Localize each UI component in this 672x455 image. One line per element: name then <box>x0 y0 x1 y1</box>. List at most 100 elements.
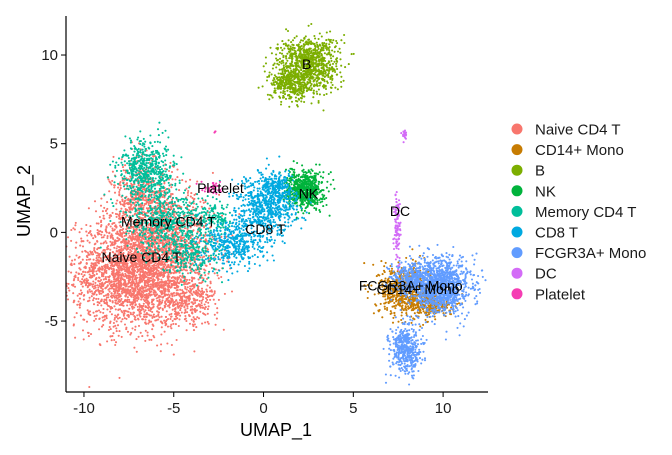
point <box>130 204 133 207</box>
point <box>200 299 203 302</box>
point <box>127 277 130 280</box>
point <box>112 321 115 325</box>
point <box>115 202 118 205</box>
point <box>148 338 151 341</box>
point <box>139 331 142 334</box>
point <box>79 244 82 247</box>
point <box>143 283 146 286</box>
point <box>119 287 123 290</box>
point <box>116 237 119 240</box>
point <box>122 210 125 213</box>
point <box>97 256 100 259</box>
point <box>127 314 130 317</box>
point <box>138 238 141 241</box>
point <box>170 312 173 315</box>
point <box>123 317 126 320</box>
point <box>91 274 94 277</box>
point <box>138 276 141 279</box>
point <box>118 237 121 241</box>
point <box>111 227 114 230</box>
point <box>186 278 189 281</box>
point <box>211 171 214 174</box>
point <box>85 258 88 261</box>
point <box>388 297 391 300</box>
point <box>123 299 127 302</box>
point <box>95 222 98 225</box>
point <box>205 290 209 293</box>
point <box>230 290 234 293</box>
point <box>195 289 198 292</box>
point <box>120 269 123 272</box>
point <box>167 273 170 276</box>
point <box>393 314 396 317</box>
point <box>139 273 142 276</box>
point <box>133 283 136 286</box>
point <box>190 301 193 304</box>
point <box>117 186 120 189</box>
point <box>109 320 112 323</box>
point <box>173 307 176 310</box>
point <box>100 304 103 307</box>
point <box>106 303 109 306</box>
point <box>101 265 104 269</box>
point <box>206 298 209 301</box>
point <box>187 189 190 193</box>
point <box>92 311 95 314</box>
point <box>127 282 130 285</box>
point <box>204 306 207 309</box>
point <box>178 304 181 307</box>
point <box>152 305 155 308</box>
point <box>75 312 78 315</box>
point <box>103 298 106 301</box>
point <box>119 187 122 190</box>
point <box>67 270 70 273</box>
point <box>152 324 155 327</box>
point <box>139 270 142 273</box>
point <box>122 278 126 281</box>
point <box>188 294 191 297</box>
point <box>137 184 140 187</box>
point <box>119 266 122 269</box>
point <box>111 243 114 247</box>
point <box>97 288 100 291</box>
point <box>129 271 132 274</box>
point <box>136 283 139 286</box>
point <box>204 238 207 241</box>
point <box>377 273 380 276</box>
point <box>192 329 196 332</box>
point <box>208 286 212 289</box>
point <box>134 316 137 319</box>
point <box>86 286 89 289</box>
point <box>389 272 392 275</box>
point <box>115 330 118 333</box>
point <box>178 271 181 274</box>
point <box>78 303 81 306</box>
point <box>87 207 90 210</box>
point <box>120 207 123 210</box>
point <box>70 228 73 232</box>
point <box>198 295 202 298</box>
point <box>112 222 115 225</box>
point <box>91 253 94 256</box>
point <box>111 335 114 338</box>
point <box>133 270 136 273</box>
point <box>125 326 128 329</box>
point <box>98 230 101 233</box>
point <box>121 166 125 169</box>
point <box>90 234 93 237</box>
point <box>98 284 101 287</box>
point <box>108 275 111 278</box>
point <box>150 320 153 323</box>
point <box>117 308 120 311</box>
point <box>167 233 170 236</box>
point <box>200 205 203 208</box>
point <box>133 318 136 321</box>
point <box>165 310 168 313</box>
point <box>118 283 121 286</box>
point <box>383 271 386 274</box>
point <box>204 321 207 324</box>
point <box>90 295 93 298</box>
point <box>71 259 74 262</box>
point <box>185 240 188 243</box>
point <box>102 311 105 314</box>
